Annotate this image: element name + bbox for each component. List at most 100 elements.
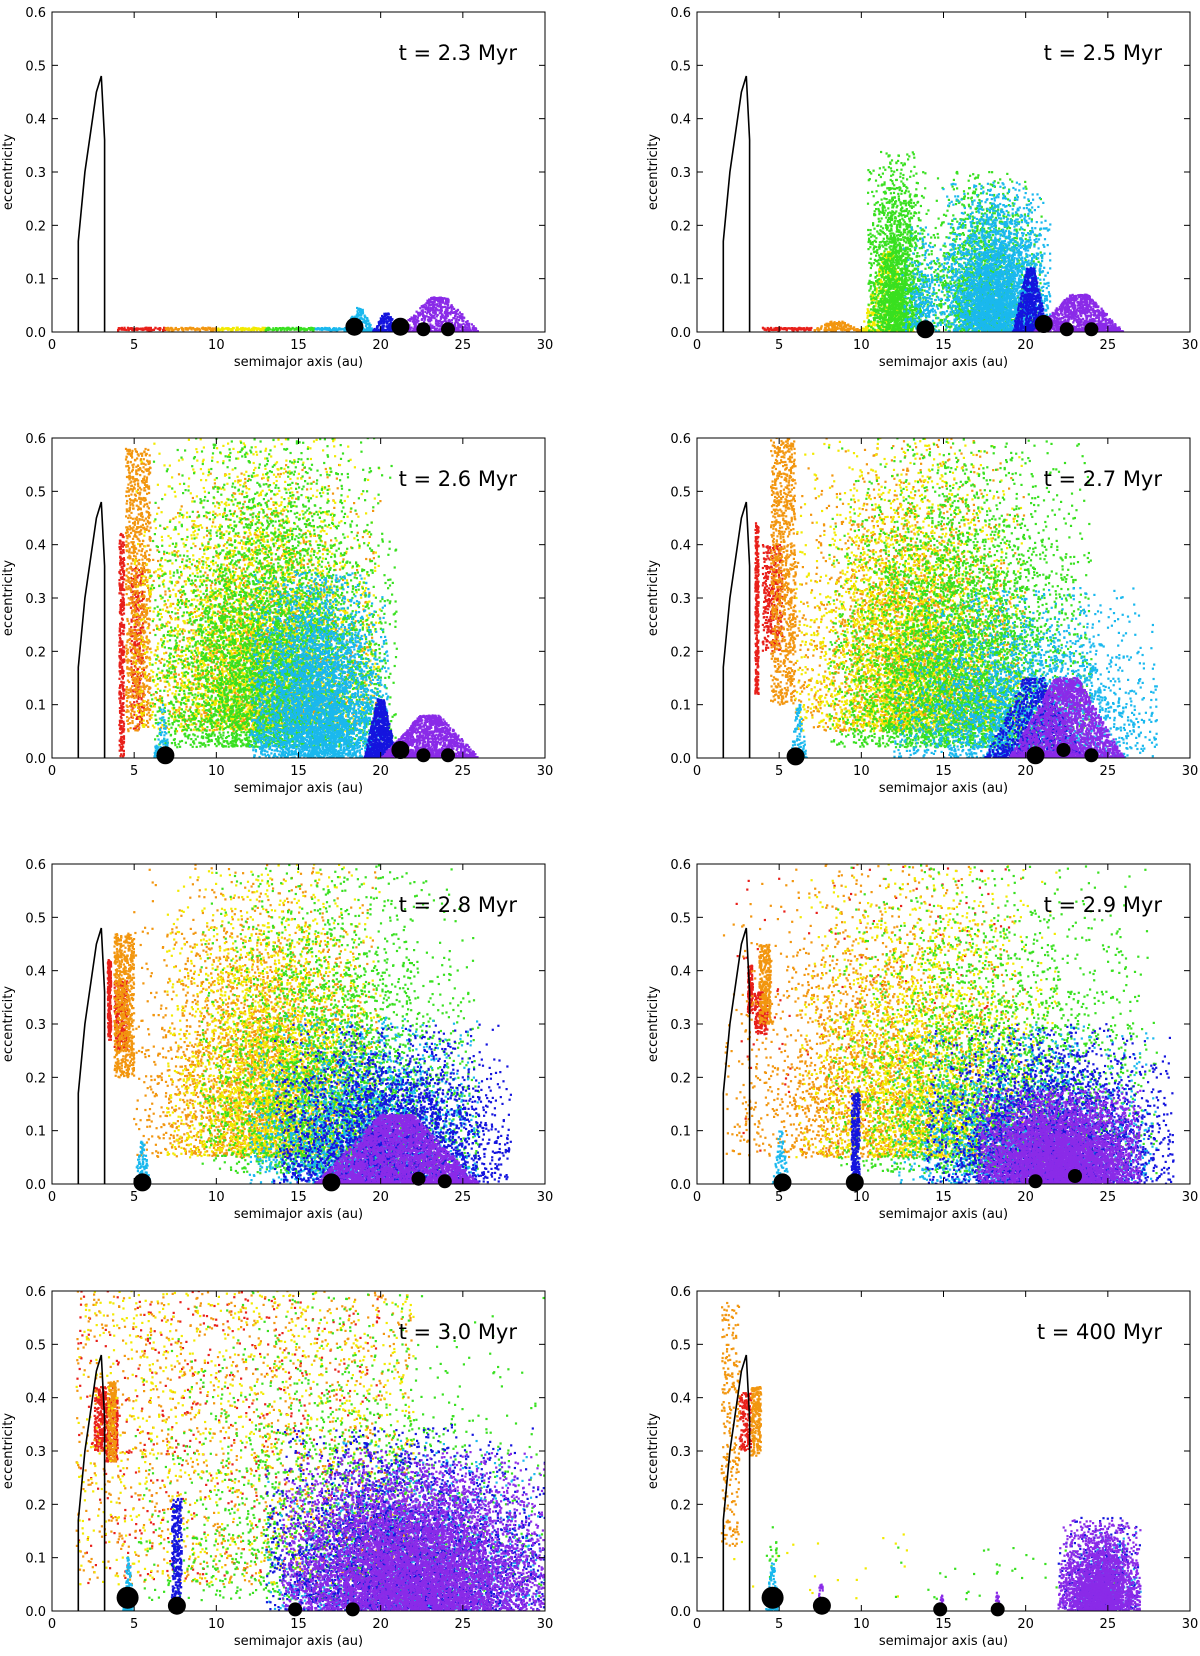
point: [199, 329, 201, 331]
point: [898, 328, 900, 330]
point: [868, 234, 870, 236]
point: [906, 233, 908, 235]
point: [457, 325, 459, 327]
point: [882, 324, 884, 326]
point: [876, 249, 878, 251]
point: [909, 301, 911, 303]
point: [900, 193, 902, 195]
point: [917, 225, 919, 227]
point: [364, 321, 366, 323]
point: [891, 259, 893, 261]
point: [1005, 216, 1007, 218]
point: [422, 315, 424, 317]
point: [881, 217, 883, 219]
point: [836, 322, 838, 324]
point: [903, 231, 905, 233]
point: [446, 311, 448, 313]
point: [247, 328, 249, 330]
point: [904, 250, 906, 252]
x-axis-label: semimajor axis (au): [234, 355, 363, 370]
point: [389, 319, 391, 321]
point: [890, 315, 892, 317]
point: [885, 285, 887, 287]
point: [426, 315, 428, 317]
point: [890, 235, 892, 237]
point: [905, 270, 907, 272]
point: [933, 234, 935, 236]
point: [894, 270, 896, 272]
point: [878, 218, 880, 220]
point: [887, 294, 889, 296]
point: [898, 198, 900, 200]
point: [875, 255, 877, 257]
point: [887, 314, 889, 316]
point: [937, 237, 939, 239]
point: [435, 324, 437, 326]
y-axis-label: eccentricity: [1, 134, 16, 210]
point: [965, 218, 967, 220]
point: [892, 248, 894, 250]
point: [868, 290, 870, 292]
point: [416, 311, 418, 313]
x-tick-label: 5: [130, 338, 138, 353]
point: [880, 225, 882, 227]
point: [875, 310, 877, 312]
point: [870, 267, 872, 269]
point: [907, 213, 909, 215]
point: [286, 329, 288, 331]
point: [890, 324, 892, 326]
point: [429, 310, 431, 312]
point: [905, 278, 907, 280]
point: [453, 317, 455, 319]
point: [136, 328, 138, 330]
point: [909, 245, 911, 247]
point: [911, 328, 913, 330]
series-yellow: [216, 327, 266, 332]
point: [935, 227, 937, 229]
point: [992, 234, 994, 236]
point: [894, 298, 896, 300]
point: [219, 329, 221, 331]
point: [923, 230, 925, 232]
point: [451, 309, 453, 311]
point: [887, 238, 889, 240]
point: [901, 210, 903, 212]
point: [880, 283, 882, 285]
point: [440, 310, 442, 312]
point: [443, 297, 445, 299]
point: [384, 329, 386, 331]
point: [916, 255, 918, 257]
point: [467, 320, 469, 322]
point: [893, 235, 895, 237]
point: [953, 188, 955, 190]
point: [893, 308, 895, 310]
point: [917, 280, 919, 282]
point: [893, 283, 895, 285]
point: [886, 235, 888, 237]
point: [883, 191, 885, 193]
point: [896, 205, 898, 207]
point: [885, 277, 887, 279]
point: [444, 320, 446, 322]
point: [909, 220, 911, 222]
point: [411, 316, 413, 318]
point: [325, 327, 327, 329]
point: [899, 283, 901, 285]
point: [901, 190, 903, 192]
point: [435, 320, 437, 322]
point: [886, 327, 888, 329]
point: [892, 291, 894, 293]
point: [433, 304, 435, 306]
point: [916, 245, 918, 247]
point: [884, 305, 886, 307]
point: [863, 320, 865, 322]
point: [897, 160, 899, 162]
point: [891, 272, 893, 274]
point: [873, 228, 875, 230]
point: [906, 153, 908, 155]
point: [907, 202, 909, 204]
point: [948, 199, 950, 201]
point: [872, 224, 874, 226]
point: [414, 329, 416, 331]
point: [913, 206, 915, 208]
